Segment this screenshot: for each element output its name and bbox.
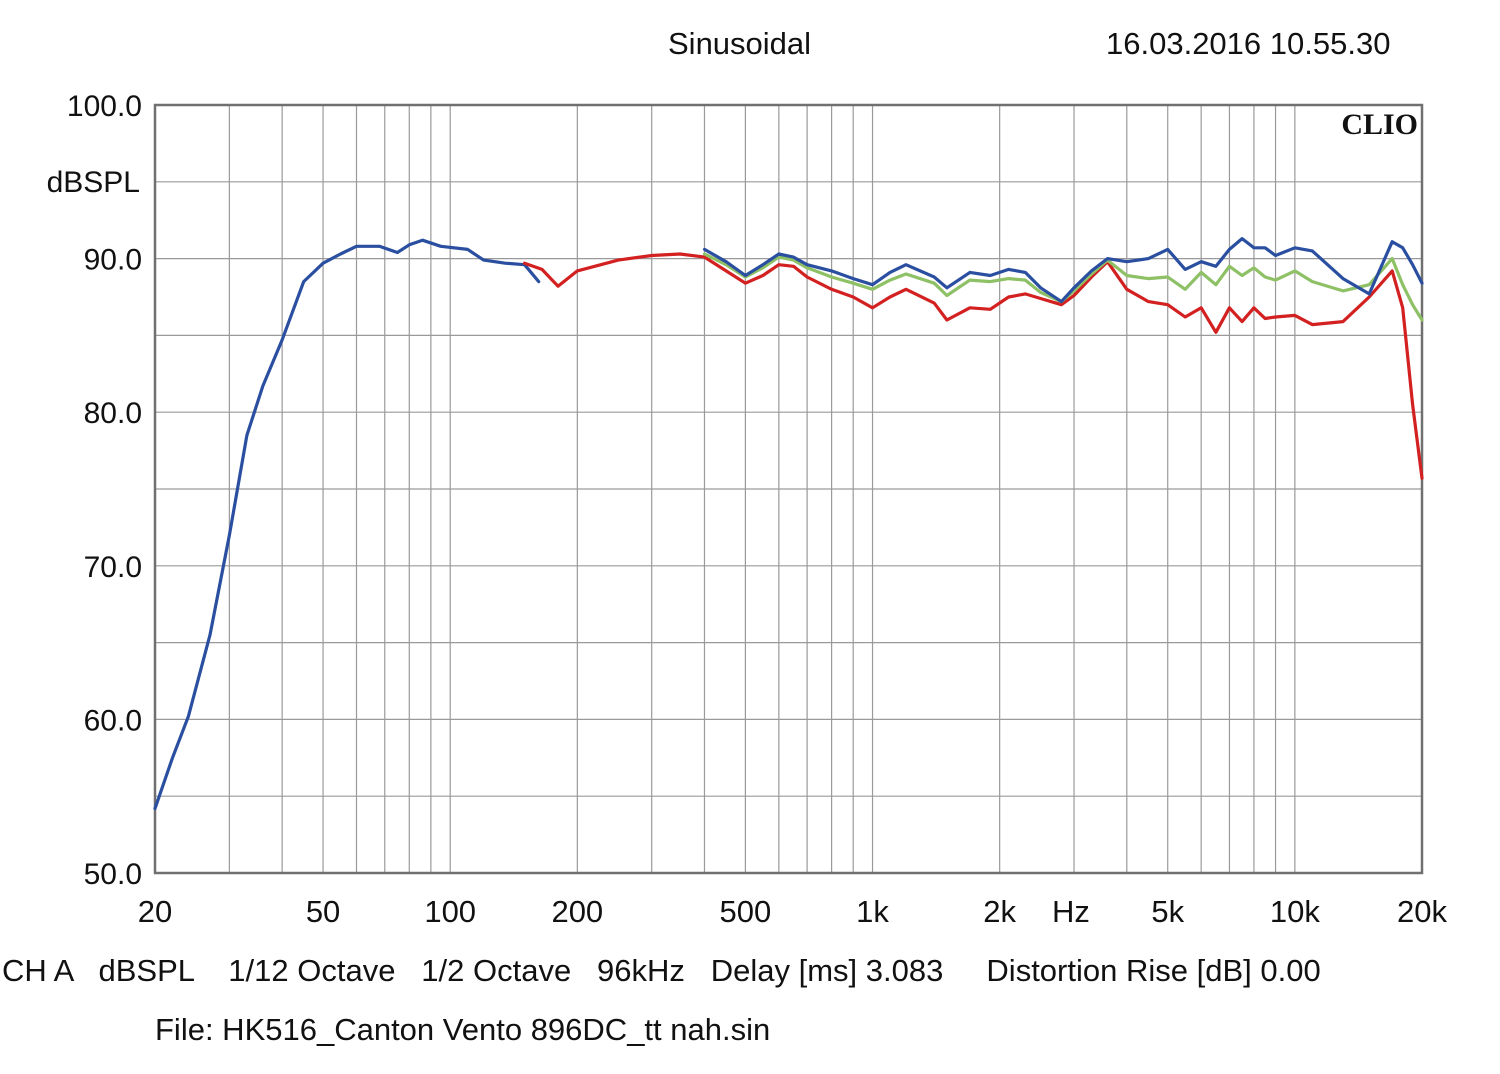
x-tick-label: 500 <box>720 894 772 929</box>
y-axis-labels: 100.0 90.0 80.0 70.0 60.0 50.0 <box>67 90 142 891</box>
series-line-1 <box>153 238 541 811</box>
x-tick-label: 100 <box>424 894 476 929</box>
x-tick-label: 50 <box>306 894 340 929</box>
x-tick-label: 1k <box>856 894 889 929</box>
chart-grid <box>154 104 1423 874</box>
y-tick-label: 90.0 <box>84 244 142 277</box>
x-tick-label: 20k <box>1397 894 1447 929</box>
measurement-settings: CH A dBSPL 1/12 Octave 1/2 Octave 96kHz … <box>2 953 1321 988</box>
plot-border <box>153 103 1424 875</box>
series-line-3 <box>702 252 1424 322</box>
y-tick-label: 60.0 <box>84 704 142 737</box>
y-axis-label: dBSPL <box>47 166 140 199</box>
y-tick-label: 80.0 <box>84 397 142 430</box>
x-tick-label: 2k <box>983 894 1016 929</box>
y-tick-label: 50.0 <box>84 858 142 891</box>
file-name: File: HK516_Canton Vento 896DC_tt nah.si… <box>155 1012 771 1047</box>
x-tick-label: 200 <box>551 894 603 929</box>
x-tick-label: 20 <box>138 894 172 929</box>
timestamp: 16.03.2016 10.55.30 <box>1106 26 1391 61</box>
clio-logo: CLIO <box>1341 108 1418 141</box>
chart-series <box>153 237 1424 811</box>
x-axis-unit: Hz <box>1052 894 1090 929</box>
y-tick-label: 100.0 <box>67 90 142 123</box>
series-line-4 <box>702 237 1424 304</box>
series-line-2 <box>523 252 1424 480</box>
chart-title: Sinusoidal <box>668 26 812 61</box>
x-tick-label: 10k <box>1270 894 1320 929</box>
x-tick-label: 5k <box>1151 894 1184 929</box>
plot-frame <box>153 103 1424 875</box>
x-axis-labels: 20 50 100 200 500 1k 2k 5k 10k 20k <box>138 894 1448 929</box>
y-tick-label: 70.0 <box>84 551 142 584</box>
